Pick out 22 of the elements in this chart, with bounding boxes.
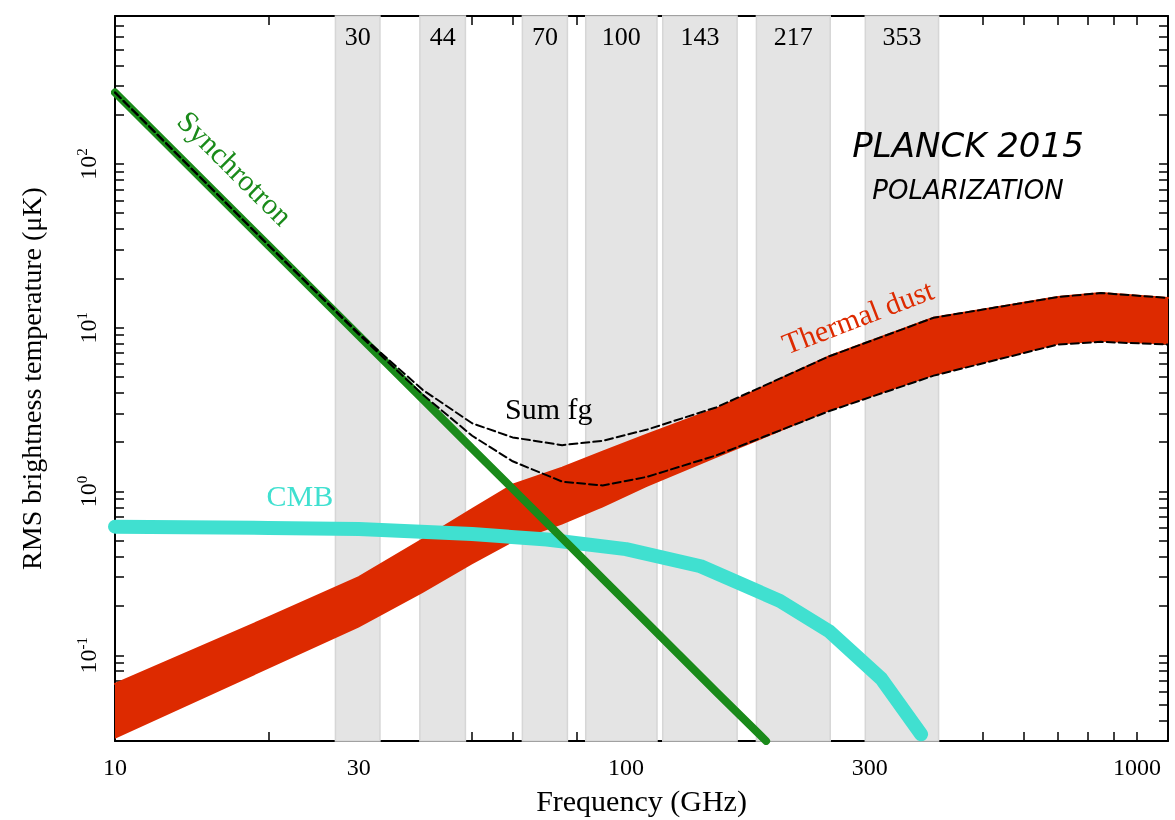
x-axis-title: Frequency (GHz) <box>536 783 747 818</box>
x-tick-label: 30 <box>346 754 371 780</box>
band-label: 217 <box>773 21 813 51</box>
series-label: Sum fg <box>504 391 593 425</box>
x-tick-label: 100 <box>607 754 644 780</box>
y-tick-label: 101 <box>73 311 101 344</box>
x-tick-label: 300 <box>851 754 888 780</box>
x-tick-label: 1000 <box>1112 754 1161 780</box>
band-label: 30 <box>344 21 371 51</box>
y-axis-title: RMS brightness temperature (μK) <box>15 187 47 570</box>
band-label: 143 <box>680 21 720 51</box>
band-label: 70 <box>531 21 558 51</box>
annotation: POLARIZATION <box>872 175 1064 205</box>
series-label: CMB <box>266 478 334 512</box>
annotation: PLANCK 2015 <box>852 125 1084 165</box>
y-tick-label: 102 <box>73 148 101 180</box>
y-tick-label: 10-1 <box>73 637 101 674</box>
band-label: 100 <box>601 21 641 51</box>
band-label: 353 <box>882 21 922 51</box>
x-tick-label: 10 <box>103 754 127 780</box>
y-tick-label: 100 <box>73 475 101 508</box>
band-label: 44 <box>429 21 456 51</box>
